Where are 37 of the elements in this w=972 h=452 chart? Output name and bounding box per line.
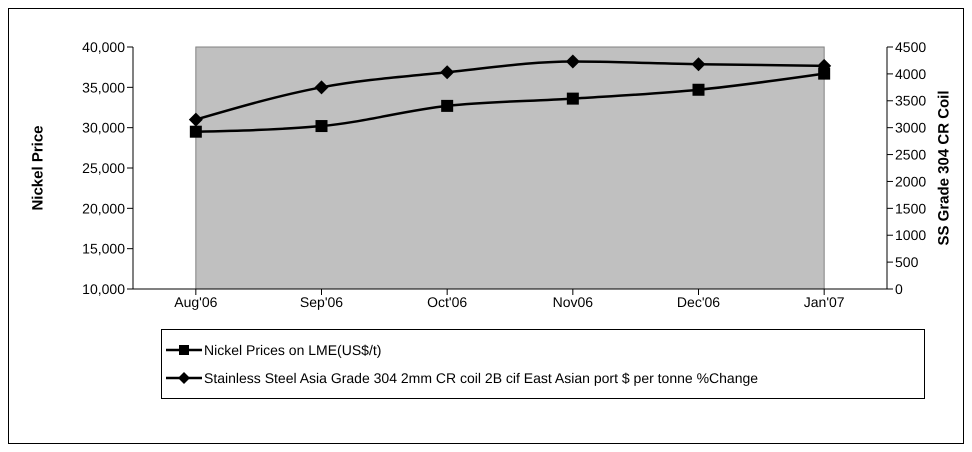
point [440,65,454,80]
point [314,80,328,94]
y-tick-label: 40,000 [82,38,126,55]
x-tick-label: Nov06 [552,294,594,310]
y-axis-title: Nickel Price [29,125,46,211]
y-tick-label: 20,000 [82,200,126,216]
point [190,126,202,138]
y2-tick-label: 3500 [895,92,926,109]
y2-tick-label: 3000 [895,120,926,136]
y2-axis-title: SS Grade 304 CR Coil [935,90,952,246]
legend-label: Stainless Steel Asia Grade 304 2mm CR coil 2B cif East Asian port $ per tonne %Change [204,370,758,386]
x-tick-label: Oct'06 [427,294,468,310]
y2-tick-label: 1500 [895,200,926,216]
y2-tick-label: 4500 [895,38,926,55]
x-tick-label: Jan'07 [804,294,845,310]
y-tick-label: 25,000 [82,160,126,176]
point [566,92,579,105]
y-tick-label: 35,000 [82,79,126,96]
y2-tick-label: 1000 [895,227,926,244]
y2-tick-label: 2500 [895,146,926,163]
point [441,100,454,112]
y-tick-label: 30,000 [82,120,126,136]
point [316,120,328,132]
y2-tick-label: 4000 [895,66,926,82]
point [566,54,580,69]
x-tick-label: Sep'06 [300,294,344,310]
y-tick-label: 15,000 [82,240,126,257]
y2-tick-label: 2000 [895,173,926,190]
point [692,57,706,72]
y2-tick-label: 500 [895,254,919,270]
x-tick-label: Dec'06 [676,294,720,310]
point [692,84,704,96]
x-tick-label: Aug'06 [174,294,218,310]
y2-tick-label: 0 [895,280,903,297]
legend-label: Nickel Prices on LME(US$/t) [204,342,382,358]
point [188,112,203,127]
y-tick-label: 10,000 [82,280,126,297]
